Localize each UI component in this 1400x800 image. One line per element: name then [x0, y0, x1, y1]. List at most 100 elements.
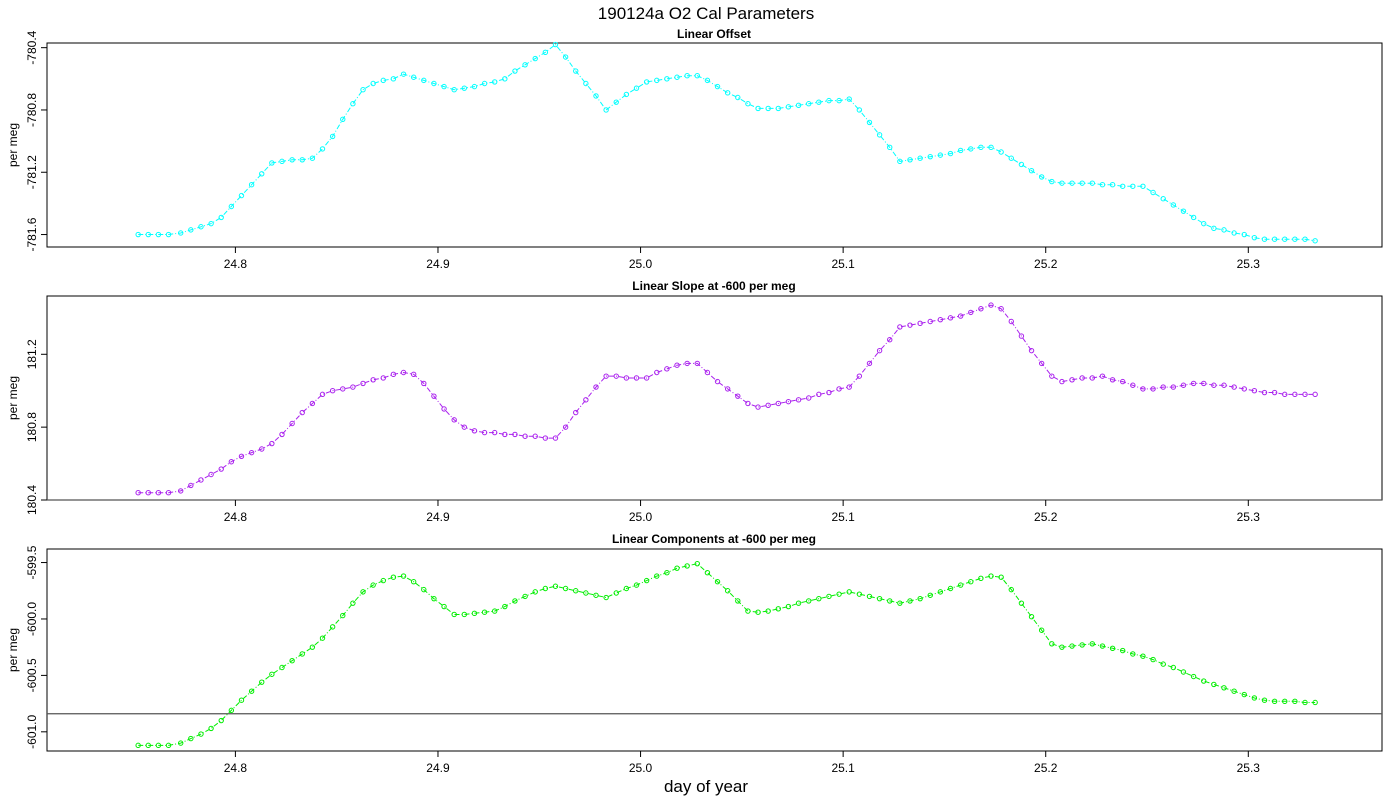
data-point — [887, 598, 893, 604]
x-tick-label: 24.9 — [426, 761, 450, 775]
data-point — [228, 203, 235, 210]
data-point — [370, 377, 376, 383]
x-tick-label: 24.9 — [426, 257, 450, 271]
data-point — [188, 482, 194, 489]
data-point — [1049, 178, 1055, 185]
data-point — [897, 600, 903, 606]
data-point — [1312, 391, 1318, 398]
data-point — [998, 306, 1004, 312]
data-point — [704, 569, 711, 576]
data-point — [532, 433, 538, 439]
data-point — [1018, 333, 1025, 339]
data-point — [826, 97, 832, 104]
data-point — [552, 583, 559, 589]
data-point — [714, 579, 721, 585]
series-line — [138, 304, 1316, 494]
data-point — [1130, 651, 1136, 657]
data-point — [1190, 673, 1197, 680]
data-point — [145, 231, 151, 238]
data-point — [917, 155, 923, 161]
data-point — [145, 490, 151, 496]
data-point — [1150, 189, 1156, 196]
data-point — [816, 391, 822, 398]
data-point — [441, 406, 447, 412]
data-point — [1069, 377, 1075, 383]
data-point — [805, 598, 812, 604]
data-point — [400, 573, 407, 579]
data-point — [155, 490, 162, 496]
data-point — [1038, 627, 1045, 633]
data-point — [532, 589, 538, 595]
data-point — [937, 316, 944, 323]
data-point — [188, 735, 194, 742]
data-point — [735, 393, 741, 399]
y-tick-label: -600.5 — [25, 658, 39, 692]
data-point — [1079, 375, 1085, 381]
x-tick-label: 25.2 — [1034, 257, 1058, 271]
data-point — [1109, 645, 1116, 652]
data-point — [1119, 647, 1126, 654]
y-axis-label: per meg — [6, 376, 20, 420]
data-point — [299, 157, 305, 163]
data-point — [745, 101, 751, 107]
data-point — [299, 409, 305, 416]
data-point — [279, 431, 285, 438]
data-point — [562, 54, 569, 60]
data-point — [1292, 698, 1298, 705]
data-point — [745, 400, 751, 407]
data-point — [765, 608, 771, 614]
data-point — [1190, 380, 1197, 387]
data-point — [299, 651, 305, 657]
data-point — [360, 87, 366, 93]
y-tick-label: -781.2 — [25, 155, 39, 189]
data-point — [633, 85, 640, 91]
data-point — [826, 389, 832, 396]
data-point — [988, 144, 994, 151]
data-point — [410, 371, 417, 378]
data-point — [795, 397, 802, 403]
data-point — [1292, 236, 1298, 242]
y-axis-label: per meg — [6, 123, 20, 167]
data-point — [208, 725, 214, 732]
data-point — [937, 152, 944, 158]
data-point — [380, 577, 386, 584]
data-point — [1282, 391, 1288, 398]
data-point — [1150, 656, 1156, 663]
data-point — [135, 742, 141, 749]
data-point — [218, 717, 224, 724]
data-point — [765, 105, 771, 112]
data-point — [1049, 373, 1055, 379]
data-point — [502, 76, 508, 82]
y-tick-label: -601.0 — [25, 714, 39, 748]
data-point — [1059, 180, 1065, 186]
data-point — [785, 398, 792, 405]
data-point — [552, 435, 559, 441]
data-point — [765, 402, 771, 408]
data-point — [1201, 678, 1207, 684]
x-tick-label: 25.1 — [831, 761, 855, 775]
data-point — [846, 96, 852, 102]
panel-title: Linear Slope at -600 per meg — [632, 279, 795, 293]
data-point — [145, 742, 151, 749]
figure-title: 190124a O2 Cal Parameters — [598, 4, 814, 23]
data-point — [269, 440, 275, 447]
x-tick-label: 25.2 — [1034, 510, 1058, 524]
data-point — [805, 101, 812, 107]
data-point — [178, 230, 184, 236]
data-point — [583, 397, 589, 403]
data-point — [1282, 236, 1288, 242]
data-point — [248, 449, 255, 456]
data-point — [421, 380, 427, 387]
data-point — [481, 609, 488, 615]
data-point — [795, 600, 802, 606]
data-point — [785, 104, 792, 110]
data-point — [684, 360, 690, 367]
data-point — [1059, 644, 1065, 650]
data-point — [1312, 699, 1318, 706]
data-point — [1261, 389, 1268, 396]
data-point — [451, 417, 457, 423]
data-point — [947, 585, 954, 592]
data-point — [1049, 641, 1055, 647]
data-point — [623, 585, 630, 592]
data-point — [451, 611, 457, 618]
